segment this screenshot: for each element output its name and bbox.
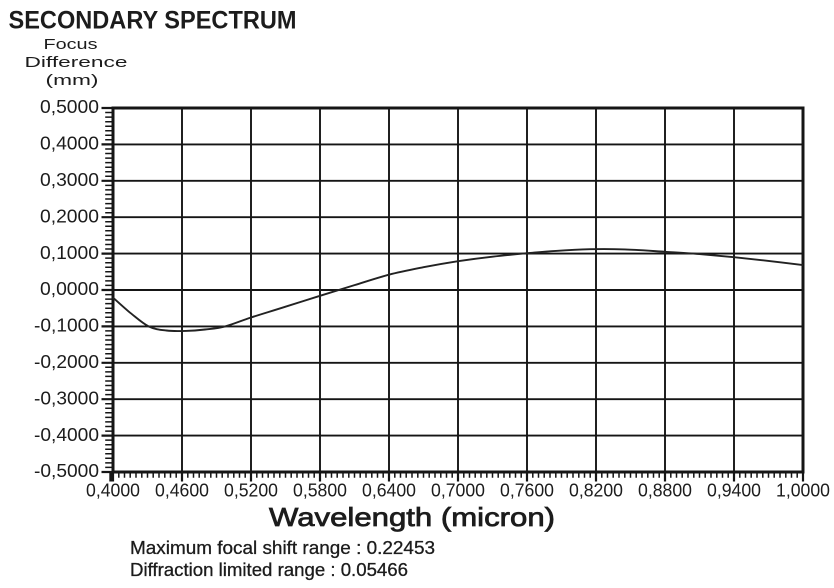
svg-text:Wavelength (micron): Wavelength (micron) <box>269 502 555 532</box>
svg-text:0,7000: 0,7000 <box>431 481 485 501</box>
svg-text:0,4600: 0,4600 <box>155 481 209 501</box>
svg-text:-0,3000: -0,3000 <box>34 387 99 408</box>
svg-text:0,5200: 0,5200 <box>224 481 278 501</box>
svg-text:0,4000: 0,4000 <box>40 133 99 154</box>
svg-text:-0,2000: -0,2000 <box>34 351 99 372</box>
svg-text:-0,1000: -0,1000 <box>34 315 99 336</box>
svg-text:0,9400: 0,9400 <box>707 481 761 501</box>
svg-text:0,8800: 0,8800 <box>638 481 692 501</box>
svg-text:0,6400: 0,6400 <box>362 481 416 501</box>
svg-text:Focus: Focus <box>44 36 98 53</box>
svg-text:Maximum focal shift range : 0.: Maximum focal shift range : 0.22453 <box>130 537 435 558</box>
svg-text:0,2000: 0,2000 <box>40 205 99 226</box>
svg-text:-0,5000: -0,5000 <box>34 460 99 481</box>
svg-text:0,4000: 0,4000 <box>86 481 140 501</box>
svg-text:0,8200: 0,8200 <box>569 481 623 501</box>
svg-text:0,7600: 0,7600 <box>500 481 554 501</box>
svg-text:-0,4000: -0,4000 <box>34 424 99 445</box>
svg-text:SECONDARY SPECTRUM: SECONDARY SPECTRUM <box>9 7 297 35</box>
svg-text:0,3000: 0,3000 <box>40 169 99 190</box>
svg-text:Difference: Difference <box>25 54 128 71</box>
svg-text:0,5000: 0,5000 <box>40 96 99 117</box>
svg-text:0,1000: 0,1000 <box>40 242 99 263</box>
svg-text:0,0000: 0,0000 <box>40 278 99 299</box>
svg-text:1,0000: 1,0000 <box>776 481 830 501</box>
svg-text:0,5800: 0,5800 <box>293 481 347 501</box>
svg-text:Diffraction limited range : 0.: Diffraction limited range : 0.05466 <box>130 559 408 580</box>
svg-text:(mm): (mm) <box>46 72 99 89</box>
